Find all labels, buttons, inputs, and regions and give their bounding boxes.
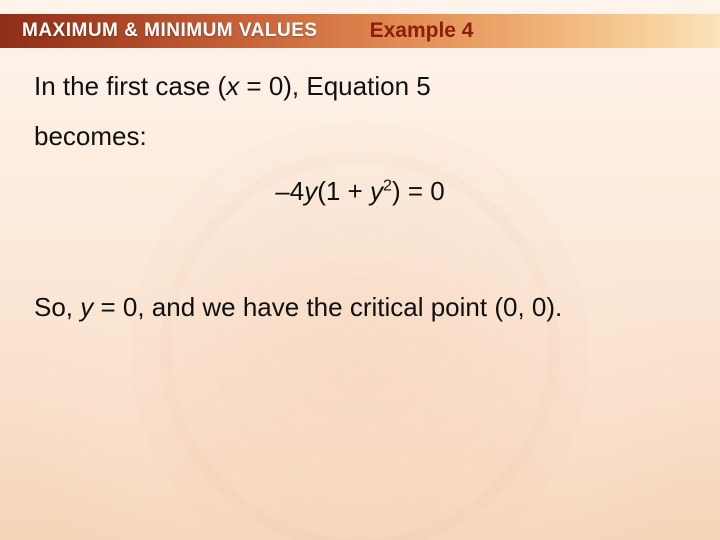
text: ) = 0 bbox=[392, 176, 445, 206]
text: In the first case ( bbox=[34, 71, 226, 101]
var-y: y bbox=[304, 176, 317, 206]
equation: –4y(1 + y2) = 0 bbox=[34, 171, 686, 211]
text: (1 + bbox=[317, 176, 370, 206]
text: –4 bbox=[275, 176, 304, 206]
var-y: y bbox=[370, 176, 383, 206]
var-y: y bbox=[80, 292, 93, 322]
section-title: MAXIMUM & MINIMUM VALUES bbox=[22, 20, 318, 42]
var-x: x bbox=[226, 71, 239, 101]
body-line-1: In the first case (x = 0), Equation 5 bbox=[34, 66, 686, 106]
text: becomes: bbox=[34, 121, 147, 151]
text: = 0, and we have the critical point (0, … bbox=[93, 292, 562, 322]
text: So, bbox=[34, 292, 80, 322]
slide: MAXIMUM & MINIMUM VALUES Example 4 In th… bbox=[0, 0, 720, 540]
title-bar: MAXIMUM & MINIMUM VALUES Example 4 bbox=[0, 14, 720, 48]
body-line-3: So, y = 0, and we have the critical poin… bbox=[34, 287, 686, 327]
exponent: 2 bbox=[383, 176, 392, 194]
slide-body: In the first case (x = 0), Equation 5 be… bbox=[34, 66, 686, 327]
example-label: Example 4 bbox=[370, 19, 474, 43]
text: = 0), Equation 5 bbox=[239, 71, 431, 101]
body-line-2: becomes: bbox=[34, 116, 686, 156]
